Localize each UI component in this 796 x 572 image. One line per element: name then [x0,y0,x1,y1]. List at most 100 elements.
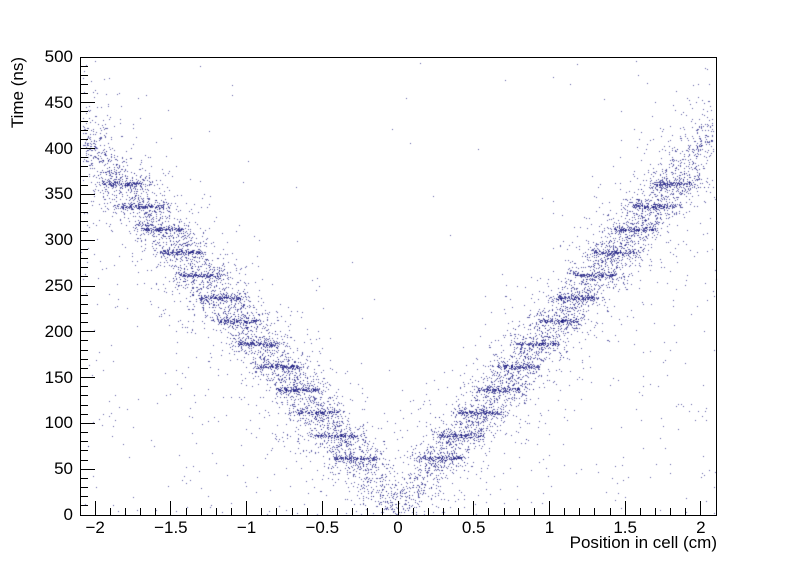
x-tick-label: −1 [236,518,257,537]
y-minor-tick [81,212,88,214]
x-major-tick [397,501,399,515]
y-minor-tick [81,294,88,296]
x-tick-label: −1.5 [154,518,188,537]
y-minor-tick [81,184,88,186]
y-major-tick [81,102,95,104]
y-minor-tick [81,358,88,360]
y-tick-label: 200 [44,321,73,341]
x-minor-tick [336,508,338,515]
x-minor-tick [412,508,414,515]
x-minor-tick [654,508,656,515]
x-minor-tick [427,508,429,515]
y-major-tick [81,285,95,287]
y-tick-label: 150 [44,367,73,387]
x-minor-tick [140,508,142,515]
x-major-tick [170,501,172,515]
x-tick-label: −2 [85,518,105,537]
x-minor-tick [670,508,672,515]
y-minor-tick [81,74,88,76]
x-minor-tick [458,508,460,515]
y-minor-tick [81,432,88,434]
y-minor-tick [81,267,88,269]
y-minor-tick [81,487,88,489]
x-tick-label: −0.5 [305,518,340,537]
y-minor-tick [81,65,88,67]
x-minor-tick [564,508,566,515]
y-tick-label: 300 [44,230,73,250]
x-major-tick [548,501,550,515]
y-minor-tick [81,248,88,250]
x-minor-tick [200,508,202,515]
x-major-tick [624,501,626,515]
x-minor-tick [276,508,278,515]
x-minor-tick [155,508,157,515]
y-minor-tick [81,505,88,507]
y-major-tick [81,468,95,470]
x-major-tick [700,501,702,515]
y-major-tick [81,148,95,150]
x-minor-tick [594,508,596,515]
y-tick-label: 400 [44,138,73,158]
x-minor-tick [261,508,263,515]
y-minor-tick [81,450,88,452]
y-tick-label: 350 [44,184,73,204]
y-minor-tick [81,367,88,369]
y-minor-tick [81,386,88,388]
y-minor-tick [81,312,88,314]
x-tick-label: 1 [544,518,555,537]
y-minor-tick [81,404,88,406]
x-major-tick [321,501,323,515]
y-major-tick [81,331,95,333]
y-minor-tick [81,340,88,342]
y-minor-tick [81,322,88,324]
x-minor-tick [609,508,611,515]
y-minor-tick [81,83,88,85]
y-minor-tick [81,477,88,479]
y-tick-label: 450 [44,92,73,112]
y-major-tick [81,422,95,424]
plot-frame [80,57,717,516]
y-tick-label: 100 [44,413,73,433]
x-minor-tick [579,508,581,515]
y-tick-label: 250 [44,276,73,295]
x-minor-tick [367,508,369,515]
x-tick-label: 2 [696,518,706,537]
x-minor-tick [109,508,111,515]
y-minor-tick [81,221,88,223]
x-minor-tick [352,508,354,515]
y-minor-tick [81,93,88,95]
x-major-tick [246,501,248,515]
y-tick-label: 50 [54,459,73,479]
y-major-tick [81,56,95,58]
y-minor-tick [81,129,88,131]
x-minor-tick [230,508,232,515]
y-major-tick [81,377,95,379]
y-minor-tick [81,138,88,140]
y-tick-label: 500 [44,47,73,66]
x-tick-label: 0 [393,518,403,537]
y-minor-tick [81,258,88,260]
y-minor-tick [81,441,88,443]
y-minor-tick [81,203,88,205]
x-minor-tick [518,508,520,515]
x-minor-tick [185,508,187,515]
x-minor-tick [503,508,505,515]
y-tick-label: 0 [63,505,73,524]
y-minor-tick [81,166,88,168]
y-major-tick [81,193,95,195]
x-minor-tick [488,508,490,515]
y-minor-tick [81,459,88,461]
y-minor-tick [81,349,88,351]
x-minor-tick [533,508,535,515]
y-major-tick [81,514,95,516]
x-minor-tick [306,508,308,515]
y-minor-tick [81,157,88,159]
x-minor-tick [382,508,384,515]
x-minor-tick [215,508,217,515]
y-minor-tick [81,413,88,415]
x-tick-label: 0.5 [461,518,486,537]
y-minor-tick [81,496,88,498]
x-minor-tick [685,508,687,515]
